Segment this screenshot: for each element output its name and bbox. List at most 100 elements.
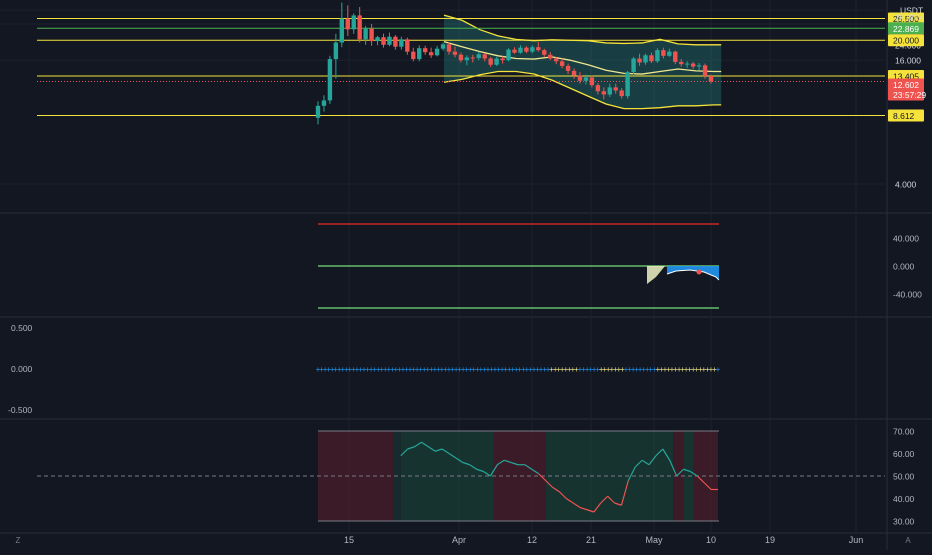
rsi-line-segment xyxy=(552,486,560,493)
rsi-line-segment xyxy=(510,461,519,466)
dot-marker: + xyxy=(620,365,625,374)
dot-marker: + xyxy=(372,365,377,374)
dot-marker: + xyxy=(500,365,505,374)
x-tick-label: 19 xyxy=(765,535,775,545)
candle-body xyxy=(452,51,458,55)
dot-marker: + xyxy=(425,365,430,374)
rsi-line-segment xyxy=(469,464,477,470)
candle-body xyxy=(536,47,541,51)
candle-body xyxy=(667,51,672,56)
rsi-line-segment xyxy=(572,502,581,509)
candle-body xyxy=(548,54,553,59)
rsi-line-segment xyxy=(504,459,512,464)
dot-marker: + xyxy=(553,365,558,374)
dot-marker: + xyxy=(461,365,466,374)
dot-marker: + xyxy=(631,365,636,374)
dot-marker: + xyxy=(546,365,551,374)
candle-body xyxy=(661,50,666,56)
dot-marker: + xyxy=(358,365,363,374)
candle-body xyxy=(619,90,624,97)
dot-marker: + xyxy=(571,365,576,374)
x-tick-label: May xyxy=(645,535,663,545)
rsi-line-segment xyxy=(414,441,422,448)
candle-body xyxy=(542,50,547,55)
rsi-line-segment xyxy=(655,448,664,457)
rsi-line-segment xyxy=(614,502,622,506)
candle-body xyxy=(553,58,559,62)
dot-marker: + xyxy=(440,365,445,374)
rsi-y-tick-label: 60.00 xyxy=(893,449,915,459)
candle-body xyxy=(643,55,648,63)
dot-marker: + xyxy=(503,365,508,374)
dot-marker: + xyxy=(351,365,356,374)
candle-body xyxy=(565,65,571,71)
price-tag-label: 23:57:29 xyxy=(893,90,926,100)
dot-marker: + xyxy=(567,365,572,374)
candle-body xyxy=(494,58,499,65)
price-tag-bg xyxy=(888,12,924,25)
dot-marker: + xyxy=(581,365,586,374)
dot-marker: + xyxy=(698,365,703,374)
bollinger-lower-line xyxy=(443,70,722,110)
price-tag-bg xyxy=(888,34,924,47)
dot-marker: + xyxy=(563,365,568,374)
rsi-line-segment xyxy=(476,468,484,473)
dot-marker: + xyxy=(645,365,650,374)
rsi-line-segment xyxy=(407,446,415,450)
candle-body xyxy=(583,77,589,81)
dot-marker: + xyxy=(362,365,367,374)
candle-body xyxy=(649,55,654,62)
dot-marker: + xyxy=(641,365,646,374)
dot-marker: + xyxy=(702,365,707,374)
rsi-line-segment xyxy=(489,464,498,477)
rsi-line-segment xyxy=(448,452,457,459)
candle-body xyxy=(673,51,678,62)
osc-blue-area xyxy=(667,266,719,280)
candle-body xyxy=(512,49,517,53)
rsi-y-tick-label: 70.00 xyxy=(893,427,915,437)
dot-marker: + xyxy=(609,365,614,374)
price-tag-label: 20.000 xyxy=(893,36,919,46)
dot-marker: + xyxy=(525,365,530,374)
bollinger-fill xyxy=(444,15,722,109)
rsi-line-segment xyxy=(669,460,678,477)
rsi-line-segment xyxy=(455,457,464,464)
dot-marker: + xyxy=(613,365,618,374)
candle-body xyxy=(500,58,505,61)
candle-body xyxy=(363,28,368,40)
dot-marker: + xyxy=(493,365,498,374)
candle-body xyxy=(321,100,327,106)
dot-marker: + xyxy=(705,365,710,374)
rsi-line-segment xyxy=(683,468,691,473)
candle-body xyxy=(315,105,321,118)
dot-marker: + xyxy=(355,365,360,374)
dot-marker: + xyxy=(386,365,391,374)
candle-body xyxy=(339,18,345,43)
candle-body xyxy=(589,77,595,86)
dot-marker: + xyxy=(716,365,721,374)
dot-marker: + xyxy=(408,365,413,374)
dot-marker: + xyxy=(429,365,434,374)
rsi-line-segment xyxy=(538,473,547,481)
dot-marker: + xyxy=(457,365,462,374)
dot-marker: + xyxy=(624,365,629,374)
candle-body xyxy=(559,61,565,66)
rsi-line-segment xyxy=(600,495,609,504)
rsi-line-segment xyxy=(696,475,705,484)
currency-label: USDT xyxy=(900,6,923,16)
dot-marker: + xyxy=(514,365,519,374)
dot-marker: + xyxy=(464,365,469,374)
candle-body xyxy=(518,47,523,53)
dot-marker: + xyxy=(447,365,452,374)
rsi-line-segment xyxy=(703,482,712,490)
candle-body xyxy=(708,76,714,82)
dot-marker: + xyxy=(404,365,409,374)
dot-marker: + xyxy=(691,365,696,374)
candle-body xyxy=(702,65,708,77)
candle-body xyxy=(375,37,380,42)
dot-marker: + xyxy=(670,365,675,374)
price-tag-label: 22.869 xyxy=(893,24,919,34)
dot-marker: + xyxy=(659,365,664,374)
dot-marker: + xyxy=(560,365,565,374)
